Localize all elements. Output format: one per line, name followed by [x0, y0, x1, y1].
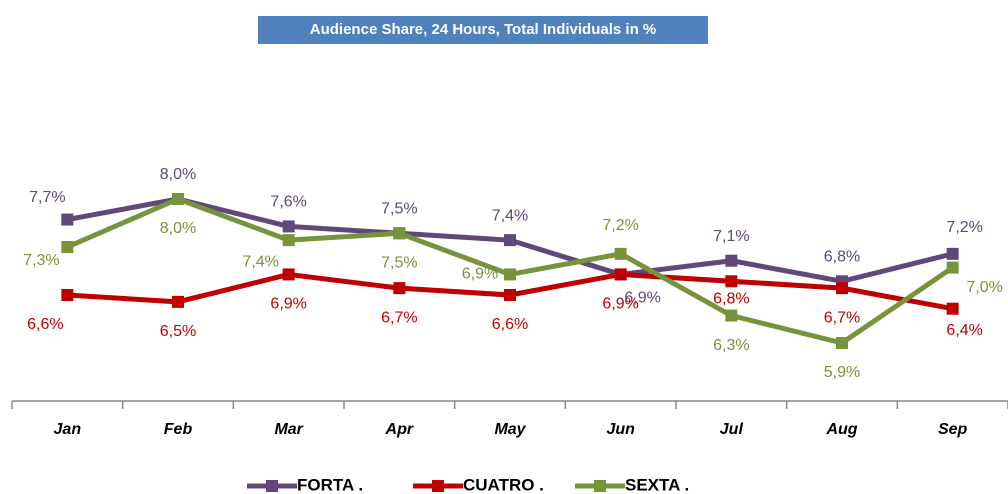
data-label: 7,6% [270, 194, 306, 211]
data-label: 5,9% [824, 364, 860, 381]
legend-marker [432, 480, 444, 492]
marker [172, 193, 184, 205]
marker [172, 295, 184, 308]
data-label: 6,3% [713, 337, 749, 354]
data-label: 6,9% [624, 290, 660, 307]
marker [61, 241, 74, 253]
data-label: 7,7% [29, 189, 65, 206]
marker [946, 261, 959, 274]
marker [61, 213, 74, 226]
data-label: 6,7% [824, 309, 860, 326]
marker [946, 247, 959, 260]
data-label: 6,6% [492, 316, 528, 333]
data-label: 7,1% [713, 228, 749, 245]
data-label: 6,8% [824, 249, 860, 266]
data-label: 6,8% [713, 291, 749, 308]
data-label: 6,6% [27, 316, 63, 333]
data-label: 7,2% [946, 219, 982, 236]
marker [836, 282, 848, 295]
marker [946, 302, 959, 315]
marker [725, 275, 738, 288]
marker [725, 254, 738, 267]
marker [504, 268, 516, 281]
legend-label: SEXTA . [625, 475, 689, 494]
x-tick-label: May [494, 421, 526, 438]
x-tick-label: Apr [385, 421, 414, 438]
x-tick-label: Jul [720, 421, 744, 438]
marker [282, 220, 295, 233]
data-label: 6,5% [160, 323, 196, 340]
data-label: 6,7% [381, 309, 417, 326]
data-label: 7,4% [242, 253, 278, 270]
marker [836, 337, 848, 349]
marker [61, 289, 74, 301]
marker [614, 268, 627, 281]
legend-marker [594, 480, 606, 492]
marker [614, 247, 627, 260]
legend-marker [266, 480, 278, 492]
title-box [258, 16, 708, 44]
data-label: 6,9% [462, 266, 498, 283]
marker [393, 282, 406, 295]
legend-label: FORTA . [297, 475, 363, 494]
marker [282, 234, 295, 247]
data-label: 7,5% [381, 201, 417, 218]
legend-label: CUATRO . [463, 475, 544, 494]
x-tick-label: Sep [938, 421, 968, 438]
data-label: 8,0% [160, 220, 196, 237]
data-label: 7,2% [602, 217, 638, 234]
marker [393, 227, 406, 240]
x-tick-label: Jun [606, 421, 635, 438]
marker [282, 268, 295, 281]
data-label: 7,4% [492, 207, 528, 224]
data-label: 6,9% [270, 296, 306, 313]
marker [504, 234, 516, 247]
data-label: 6,4% [946, 322, 982, 339]
marker [725, 309, 738, 322]
data-label: 8,0% [160, 166, 196, 183]
data-label: 6,9% [602, 296, 638, 313]
x-tick-label: Jan [54, 421, 82, 438]
x-tick-label: Aug [825, 421, 857, 438]
data-label: 7,5% [381, 255, 417, 272]
x-tick-label: Feb [164, 421, 193, 438]
data-label: 7,0% [966, 279, 1002, 296]
data-label: 7,3% [23, 252, 59, 269]
marker [504, 289, 516, 301]
x-tick-label: Mar [274, 421, 303, 438]
chart-title: Audience Share, 24 Hours, Total Individu… [310, 21, 656, 38]
